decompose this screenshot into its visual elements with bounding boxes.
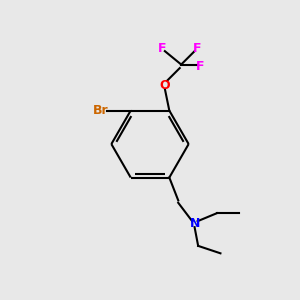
Text: F: F [158, 42, 166, 55]
Text: N: N [189, 217, 200, 230]
Text: Br: Br [93, 104, 109, 117]
Text: O: O [160, 79, 170, 92]
Text: F: F [196, 59, 205, 73]
Text: F: F [193, 42, 202, 55]
